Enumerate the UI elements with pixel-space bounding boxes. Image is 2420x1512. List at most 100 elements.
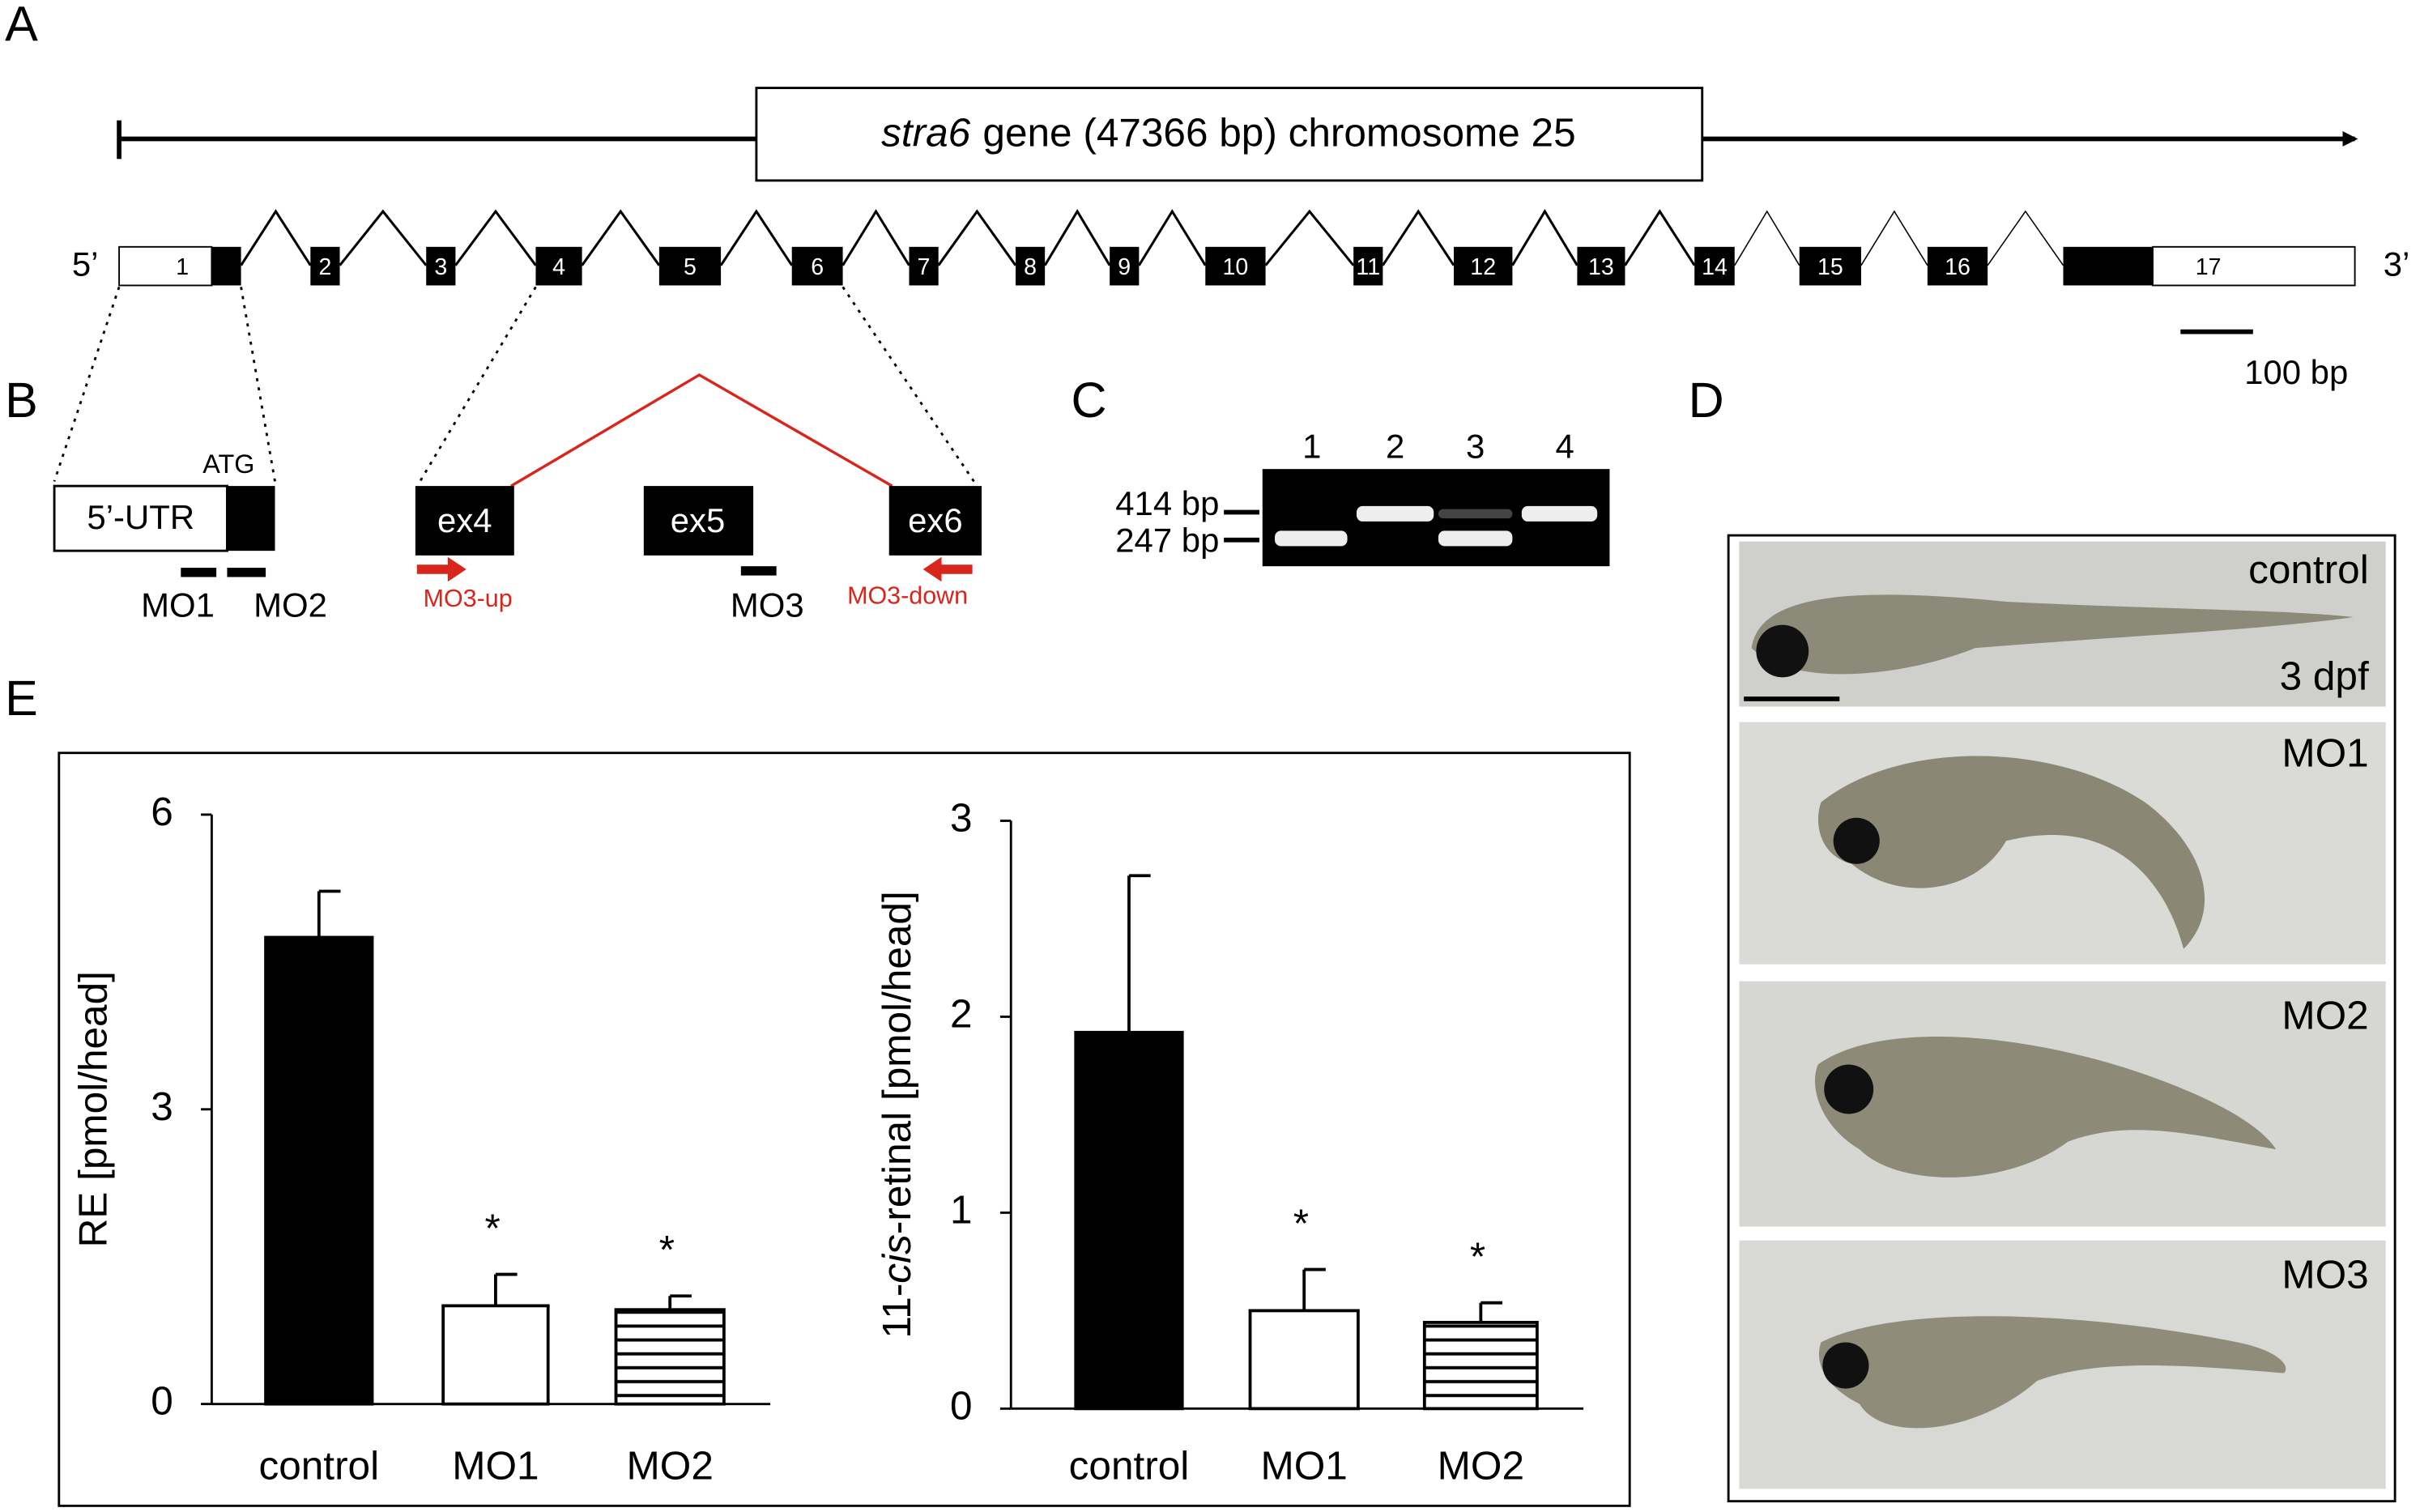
primer-label: MO3-down xyxy=(847,581,968,609)
x-tick-label: control xyxy=(1069,1444,1190,1489)
exon xyxy=(1015,246,1046,286)
mo-label: MO1 xyxy=(141,586,215,624)
lane-label: 1 xyxy=(1302,427,1321,465)
exon-label: 12 xyxy=(1470,254,1496,280)
intron xyxy=(1382,209,1455,266)
image-label: MO1 xyxy=(2282,731,2368,776)
charts-frame xyxy=(58,752,1631,1507)
scale-label: 100 bp xyxy=(2244,353,2348,391)
exon-utr xyxy=(2152,245,2356,287)
intron xyxy=(1624,209,1696,266)
utr-label: 5’-UTR xyxy=(87,498,194,536)
coding-start xyxy=(227,486,275,552)
mo-bar xyxy=(181,568,217,577)
intron xyxy=(1138,209,1207,266)
panel-letter: C xyxy=(1072,373,1107,428)
exon-label: 3 xyxy=(434,254,447,280)
exon-label: 15 xyxy=(1817,254,1843,280)
intron xyxy=(937,209,1017,266)
gel-bands xyxy=(1275,505,1598,547)
mo-label: MO2 xyxy=(254,586,327,624)
exon-box xyxy=(643,486,754,556)
exon xyxy=(909,246,939,286)
bar xyxy=(264,935,374,1406)
bar xyxy=(1248,1309,1360,1411)
y-axis-label: 11-cis-retinal [pmol/head] xyxy=(875,891,919,1338)
splice-line xyxy=(510,373,893,488)
gene-title: stra6 gene (47366 bp) chromosome 25 xyxy=(881,111,1576,155)
bar xyxy=(1422,1320,1539,1411)
y-label-part: 11- xyxy=(875,1284,919,1339)
x-tick-label: MO2 xyxy=(1438,1444,1524,1489)
intron xyxy=(1264,209,1355,266)
y-tick-label: 2 xyxy=(950,992,973,1037)
exon xyxy=(1694,246,1735,286)
panel-letter: A xyxy=(5,0,38,51)
gene-box xyxy=(755,87,1704,182)
exon-label: ex5 xyxy=(671,501,726,539)
exon xyxy=(1799,246,1861,286)
exon-label: 10 xyxy=(1223,254,1249,280)
exon-label: ex4 xyxy=(437,501,492,539)
lane-label: 3 xyxy=(1466,427,1485,465)
lane-label: 4 xyxy=(1556,427,1574,465)
exon-label: 1 xyxy=(176,254,189,280)
x-tick-label: MO2 xyxy=(627,1444,714,1489)
panel-letter: E xyxy=(5,671,38,726)
exon-label: 11 xyxy=(1356,254,1380,280)
marker-label: 247 bp xyxy=(1115,522,1219,560)
exon xyxy=(1205,246,1266,286)
exon-label: 2 xyxy=(318,254,331,280)
exon-utr xyxy=(118,245,213,287)
lane-label: 2 xyxy=(1386,427,1404,465)
exon-label: 6 xyxy=(811,254,824,280)
y-label-part: RE [pmol/head] xyxy=(71,971,116,1247)
intron xyxy=(1511,209,1579,266)
exon-box xyxy=(415,486,514,556)
bar xyxy=(441,1304,550,1406)
exon xyxy=(1927,246,1988,286)
y-label-part: cis xyxy=(875,1234,919,1284)
zoom-lines xyxy=(53,286,975,483)
primer-arrow xyxy=(416,556,467,582)
exon-label: ex6 xyxy=(908,501,963,539)
mo-bar xyxy=(740,566,777,576)
annotation: * xyxy=(1470,1234,1485,1279)
exon xyxy=(211,246,241,286)
intron xyxy=(454,209,537,266)
image-label: MO2 xyxy=(2282,993,2368,1037)
exon xyxy=(426,246,456,286)
y-tick-label: 6 xyxy=(151,790,173,834)
intron xyxy=(1860,210,1928,266)
primer-arrow xyxy=(922,556,973,582)
mo-label: MO3 xyxy=(731,586,804,624)
annotation: * xyxy=(484,1206,500,1250)
x-tick-label: MO1 xyxy=(1261,1444,1348,1489)
exon-label: 5 xyxy=(684,254,697,280)
exon-label: 13 xyxy=(1588,254,1614,280)
y-tick-label: 1 xyxy=(950,1187,973,1232)
exon xyxy=(1454,246,1513,286)
y-tick-label: 0 xyxy=(151,1379,173,1424)
gene-info: gene (47366 bp) chromosome 25 xyxy=(982,111,1575,155)
marker-label: 414 bp xyxy=(1115,484,1219,522)
exon xyxy=(791,246,843,286)
annotation: * xyxy=(659,1228,675,1272)
intron xyxy=(719,209,793,266)
y-tick-label: 0 xyxy=(950,1383,973,1428)
exon-box xyxy=(888,486,982,556)
panel-letter: D xyxy=(1689,373,1724,428)
y-axis-label: RE [pmol/head] xyxy=(71,971,116,1247)
y-tick-label: 3 xyxy=(151,1084,173,1129)
image-label: control xyxy=(2248,547,2369,592)
exon-label: 16 xyxy=(1945,254,1971,280)
exon-label: 4 xyxy=(552,254,565,280)
exon-row: 1 2 3 4 5 6 7 8 9 10 11 12 13 14 15 16 17 xyxy=(118,209,2356,287)
image-label: MO3 xyxy=(2282,1253,2368,1297)
exon xyxy=(1577,246,1625,286)
intron xyxy=(1987,210,2064,266)
five-prime: 5’ xyxy=(72,245,99,283)
bar xyxy=(1074,1030,1184,1411)
